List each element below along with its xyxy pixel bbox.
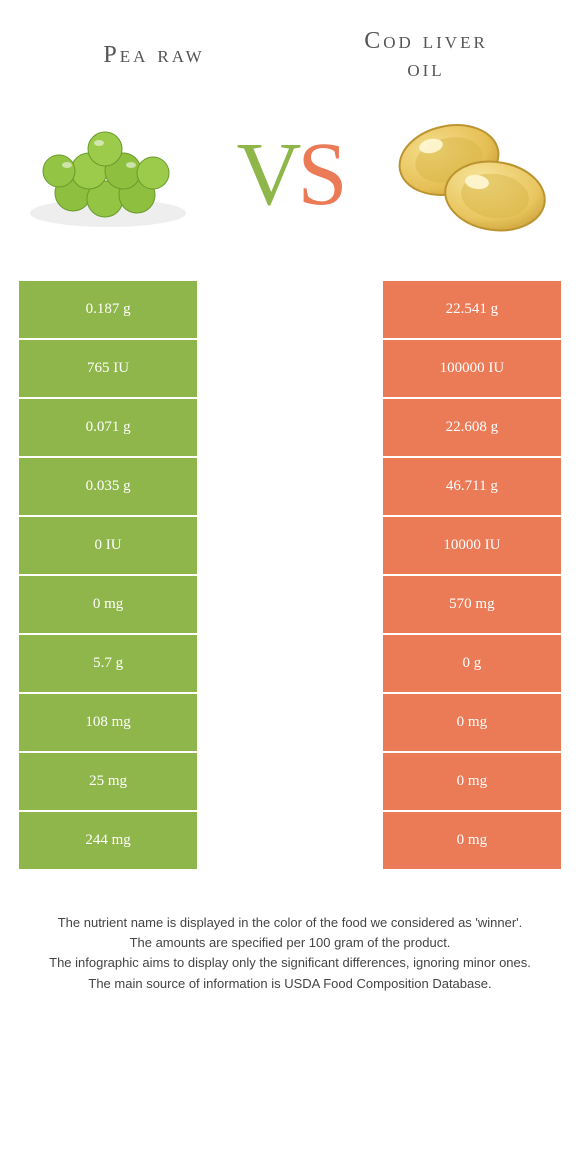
pea-image [18,105,198,245]
note-line: The main source of information is USDA F… [28,974,552,994]
table-row: 0 IUVitamin D10000 IU [19,517,561,574]
vs-s: S [297,125,343,224]
note-line: The infographic aims to display only the… [28,953,552,973]
value-right: 0 mg [383,694,561,751]
table-row: 0 mgCholesterol570 mg [19,576,561,633]
title-left: Pea raw [18,42,290,69]
footnotes: The nutrient name is displayed in the co… [18,913,562,994]
title-right-line2: oil [407,56,444,82]
note-line: The amounts are specified per 100 gram o… [28,933,552,953]
value-right: 46.711 g [383,458,561,515]
nutrient-label: Monounsaturated fat [198,458,382,515]
value-left: 0 IU [19,517,197,574]
value-left: 108 mg [19,694,197,751]
nutrient-label: Polyunsaturated fat [198,281,382,338]
value-right: 10000 IU [383,517,561,574]
value-right: 22.541 g [383,281,561,338]
nutrient-label: Potassium [198,812,382,869]
nutrient-label: Phosphorus [198,694,382,751]
value-right: 0 mg [383,812,561,869]
table-row: 25 mgCalcium0 mg [19,753,561,810]
table-row: 0.035 gMonounsaturated fat46.711 g [19,458,561,515]
comparison-table: 0.187 gPolyunsaturated fat22.541 g765 IU… [18,279,562,871]
nutrient-label: Vitamin A [198,340,382,397]
title-right: Cod liver oil [290,28,562,83]
note-line: The nutrient name is displayed in the co… [28,913,552,933]
value-right: 0 mg [383,753,561,810]
value-right: 0 g [383,635,561,692]
vs-v: V [236,125,297,224]
vs-label: VS [236,130,343,220]
value-left: 0.187 g [19,281,197,338]
nutrient-label: Fiber [198,635,382,692]
value-left: 5.7 g [19,635,197,692]
value-left: 765 IU [19,340,197,397]
hero-row: VS [18,105,562,245]
table-row: 108 mgPhosphorus0 mg [19,694,561,751]
table-row: 0.071 gSaturated fat22.608 g [19,399,561,456]
value-right: 22.608 g [383,399,561,456]
value-right: 570 mg [383,576,561,633]
nutrient-label: Vitamin D [198,517,382,574]
value-left: 0.071 g [19,399,197,456]
value-left: 25 mg [19,753,197,810]
title-row: Pea raw Cod liver oil [18,28,562,83]
value-left: 244 mg [19,812,197,869]
nutrient-label: Saturated fat [198,399,382,456]
title-right-line1: Cod liver [364,28,488,54]
value-left: 0 mg [19,576,197,633]
table-row: 244 mgPotassium0 mg [19,812,561,869]
value-left: 0.035 g [19,458,197,515]
value-right: 100000 IU [383,340,561,397]
table-row: 765 IUVitamin A100000 IU [19,340,561,397]
nutrient-label: Calcium [198,753,382,810]
table-row: 5.7 gFiber0 g [19,635,561,692]
nutrient-label: Cholesterol [198,576,382,633]
table-row: 0.187 gPolyunsaturated fat22.541 g [19,281,561,338]
capsule-image [382,105,562,245]
